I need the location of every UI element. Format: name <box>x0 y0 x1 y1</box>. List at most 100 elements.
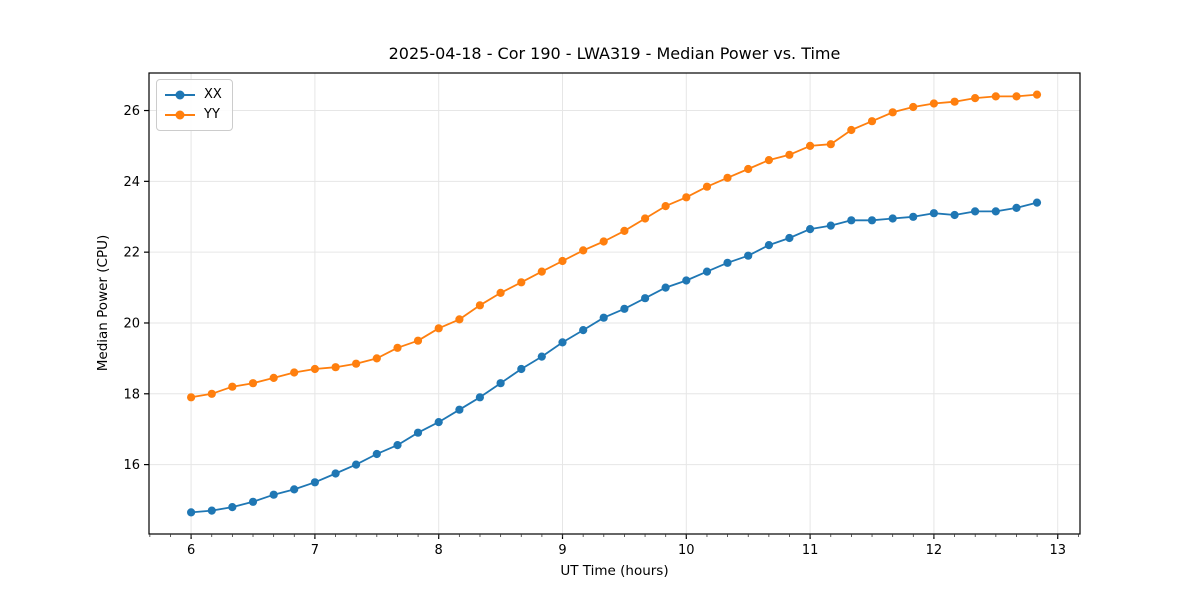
data-point-yy <box>1032 90 1042 99</box>
data-point-xx <box>971 207 980 216</box>
data-point-yy <box>413 336 423 345</box>
data-point-yy <box>867 117 877 126</box>
legend-item-yy: YY <box>165 105 222 125</box>
y-tick-label: 24 <box>123 175 140 190</box>
data-point-yy <box>971 94 980 103</box>
y-tick-label: 22 <box>123 246 140 261</box>
data-point-xx <box>207 506 216 515</box>
data-point-xx <box>764 241 774 250</box>
data-point-xx <box>187 508 196 517</box>
chart-title: 2025-04-18 - Cor 190 - LWA319 - Median P… <box>388 44 841 63</box>
data-point-xx <box>537 352 546 361</box>
legend: XX YY <box>156 79 233 131</box>
x-axis-label: UT Time (hours) <box>560 563 669 579</box>
data-point-xx <box>847 216 856 225</box>
data-point-yy <box>290 368 299 377</box>
data-point-yy <box>228 382 237 391</box>
data-point-xx <box>413 428 423 437</box>
data-point-yy <box>248 379 258 388</box>
data-point-yy <box>909 102 918 112</box>
data-point-yy <box>950 97 959 106</box>
data-point-yy <box>207 389 216 398</box>
data-point-yy <box>702 182 712 191</box>
data-point-xx <box>641 294 650 303</box>
data-point-yy <box>641 214 650 223</box>
y-tick-label: 26 <box>123 104 140 119</box>
data-point-yy <box>455 315 464 324</box>
data-point-yy <box>929 99 939 108</box>
x-tick-label: 12 <box>926 543 943 558</box>
data-point-yy <box>331 363 340 372</box>
data-point-xx <box>310 478 319 487</box>
data-point-xx <box>991 207 1000 216</box>
y-tick-label: 20 <box>123 316 140 331</box>
x-tick-label: 10 <box>678 543 695 558</box>
data-point-xx <box>352 460 361 469</box>
series-line-yy <box>190 93 1038 399</box>
data-point-xx <box>744 251 753 260</box>
data-point-xx <box>620 304 629 313</box>
data-point-yy <box>785 150 794 159</box>
data-point-xx <box>785 233 794 243</box>
x-tick-label: 7 <box>311 543 319 558</box>
data-point-xx <box>826 221 835 230</box>
x-tick-label: 6 <box>187 543 195 558</box>
data-point-yy <box>723 173 732 182</box>
data-point-xx <box>248 497 258 506</box>
data-point-xx <box>228 503 237 512</box>
data-point-xx <box>579 326 588 335</box>
data-point-xx <box>496 379 505 388</box>
x-tick-label: 9 <box>558 543 566 558</box>
y-axis-label: Median Power (CPU) <box>95 234 111 372</box>
legend-label-yy: YY <box>204 107 220 122</box>
plot-border <box>148 72 1081 535</box>
data-point-xx <box>269 490 278 499</box>
data-point-yy <box>434 324 443 333</box>
data-point-xx <box>372 449 381 459</box>
legend-label-xx: XX <box>204 87 222 102</box>
data-point-xx <box>290 485 299 494</box>
data-point-xx <box>517 364 526 374</box>
data-point-yy <box>496 288 505 297</box>
legend-line-marker-xx <box>165 90 195 100</box>
data-point-xx <box>702 267 712 276</box>
series-line-xx <box>191 201 1038 514</box>
data-point-xx <box>682 276 691 285</box>
data-point-yy <box>764 156 774 165</box>
data-point-xx <box>1012 203 1021 212</box>
data-point-xx <box>909 212 918 221</box>
data-point-yy <box>826 140 835 149</box>
data-point-yy <box>187 393 196 402</box>
x-tick-label: 11 <box>802 543 819 558</box>
data-point-yy <box>558 256 567 266</box>
data-point-xx <box>888 214 897 223</box>
data-point-yy <box>806 141 815 150</box>
data-point-xx <box>867 216 877 225</box>
data-point-xx <box>393 441 402 450</box>
data-point-yy <box>744 164 753 174</box>
data-point-xx <box>929 209 939 218</box>
data-point-xx <box>1032 198 1042 207</box>
data-point-xx <box>806 225 815 234</box>
legend-line-marker-yy <box>165 110 195 120</box>
data-point-yy <box>620 226 629 235</box>
data-point-yy <box>847 125 856 135</box>
y-tick-label: 16 <box>123 458 140 473</box>
data-point-yy <box>372 354 381 363</box>
data-point-yy <box>352 359 361 368</box>
x-tick-label: 8 <box>435 543 443 558</box>
data-point-yy <box>269 373 278 382</box>
data-point-yy <box>517 278 526 287</box>
data-point-xx <box>331 469 340 478</box>
data-point-yy <box>310 364 319 374</box>
x-tick-label: 13 <box>1049 543 1066 558</box>
legend-item-xx: XX <box>165 85 222 105</box>
data-point-yy <box>991 92 1000 101</box>
data-point-yy <box>888 108 897 117</box>
data-point-yy <box>599 237 608 246</box>
data-point-xx <box>599 313 608 322</box>
data-point-yy <box>579 246 588 255</box>
data-point-xx <box>455 405 464 414</box>
